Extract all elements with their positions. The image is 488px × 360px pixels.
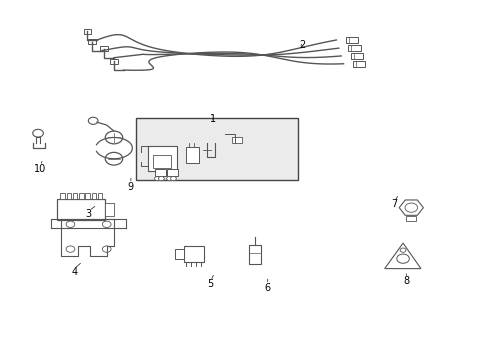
Bar	[92, 193, 96, 199]
Text: 7: 7	[390, 199, 397, 210]
Circle shape	[66, 246, 75, 252]
Bar	[249, 244, 261, 264]
Circle shape	[102, 221, 111, 228]
Bar	[155, 168, 165, 176]
Circle shape	[396, 254, 408, 263]
Bar	[136, 118, 297, 180]
Polygon shape	[398, 200, 423, 215]
Bar	[406, 216, 415, 221]
Bar	[232, 138, 242, 143]
Bar	[105, 203, 114, 216]
Text: 3: 3	[85, 209, 92, 219]
Bar	[85, 193, 90, 199]
Circle shape	[166, 176, 172, 181]
Text: 4: 4	[71, 267, 77, 277]
Circle shape	[170, 176, 176, 181]
Circle shape	[158, 176, 164, 181]
Circle shape	[105, 152, 122, 165]
Bar	[346, 37, 357, 43]
Bar	[183, 246, 204, 262]
Bar	[352, 61, 365, 67]
Bar	[83, 29, 91, 33]
Bar	[175, 249, 183, 260]
Text: 1: 1	[209, 114, 216, 125]
Bar	[73, 193, 77, 199]
Circle shape	[66, 221, 75, 228]
Circle shape	[154, 176, 160, 181]
Bar	[66, 193, 71, 199]
Text: 10: 10	[34, 164, 46, 174]
Circle shape	[102, 246, 111, 252]
Polygon shape	[384, 243, 420, 269]
Bar	[60, 193, 64, 199]
Bar	[348, 45, 360, 51]
Circle shape	[105, 131, 122, 144]
Bar	[350, 53, 362, 59]
Circle shape	[399, 248, 405, 252]
Bar	[186, 147, 198, 163]
Text: 5: 5	[207, 279, 213, 289]
Text: 2: 2	[299, 40, 305, 50]
Bar	[100, 46, 108, 51]
Circle shape	[404, 203, 417, 212]
Bar	[152, 155, 171, 168]
Bar	[98, 193, 102, 199]
Text: 6: 6	[264, 283, 270, 293]
Text: 9: 9	[127, 182, 134, 192]
Bar	[110, 59, 118, 64]
Bar	[147, 146, 177, 171]
Bar	[79, 193, 83, 199]
Bar	[167, 168, 178, 176]
Bar	[57, 199, 105, 220]
Text: 8: 8	[403, 276, 408, 287]
Circle shape	[88, 117, 98, 124]
Bar	[88, 39, 96, 44]
Circle shape	[33, 129, 43, 137]
